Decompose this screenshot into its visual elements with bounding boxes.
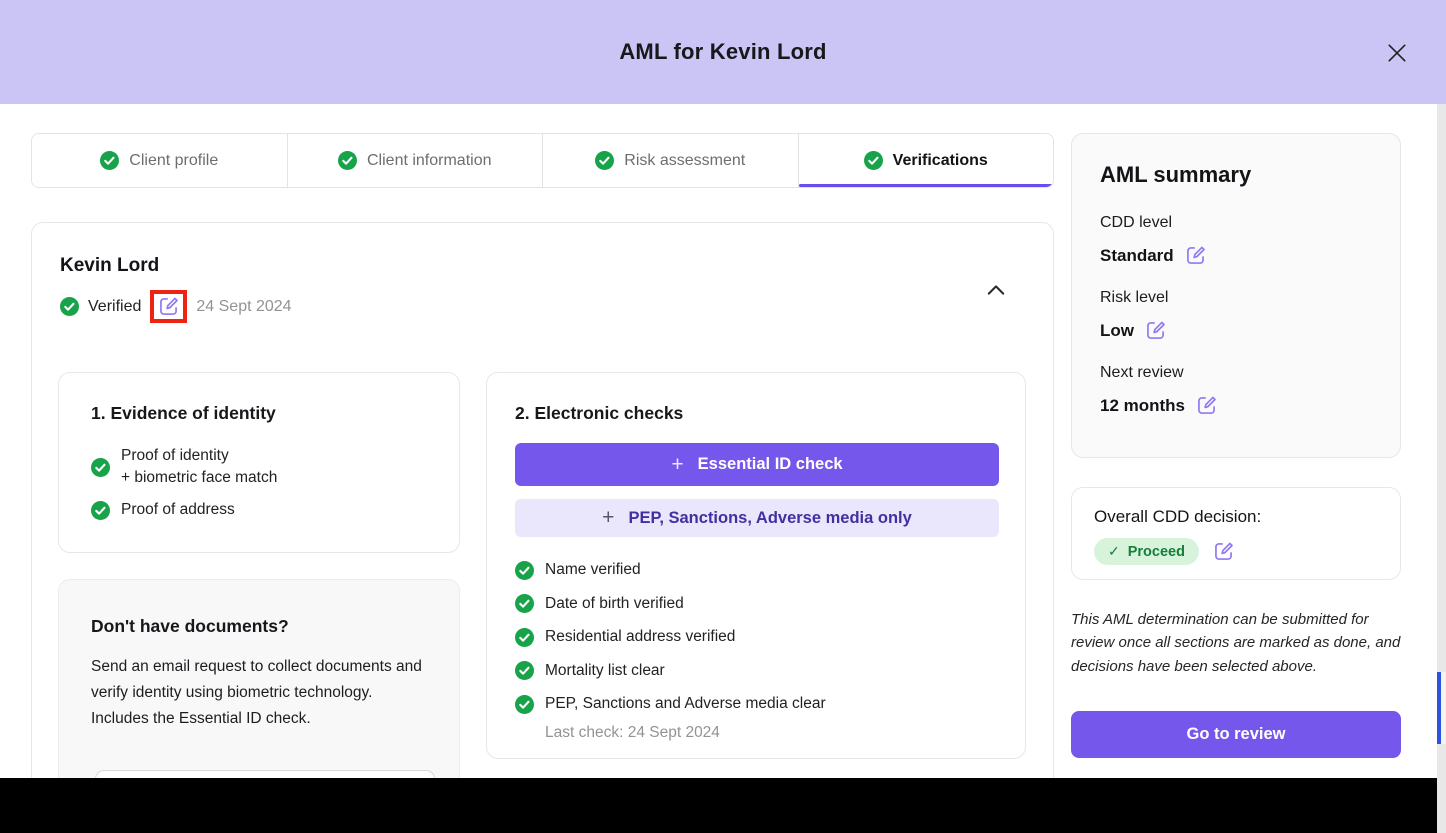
pep-sanctions-button[interactable]: + PEP, Sanctions, Adverse media only	[515, 499, 999, 537]
check-label: Name verified	[545, 561, 641, 578]
electronic-checks-card: 2. Electronic checks + Essential ID chec…	[486, 372, 1026, 759]
last-check-date: Last check: 24 Sept 2024	[545, 723, 720, 741]
edit-risk-level-button[interactable]	[1145, 320, 1166, 341]
cdd-level-label: CDD level	[1100, 214, 1173, 231]
evidence-list: Proof of identity + biometric face match…	[91, 445, 277, 521]
check-label: PEP, Sanctions and Adverse media clear	[545, 695, 826, 712]
submission-note: This AML determination can be submitted …	[1071, 611, 1401, 675]
list-item: Name verified	[515, 559, 826, 581]
risk-level-row: Low	[1100, 320, 1372, 341]
modal-header: AML for Kevin Lord	[0, 0, 1446, 104]
check-label: Date of birth verified	[545, 594, 684, 612]
plus-icon: +	[602, 506, 615, 529]
risk-level-value: Low	[1100, 320, 1134, 340]
collapse-section-button[interactable]	[983, 279, 1009, 301]
edit-icon	[1186, 246, 1205, 264]
check-circle-icon	[515, 594, 534, 613]
tab-label: Client information	[367, 151, 492, 169]
verified-status-label: Verified	[88, 297, 142, 315]
edit-icon	[1215, 542, 1233, 560]
check-circle-icon	[100, 151, 120, 170]
evidence-item-label: Proof of identity	[121, 447, 229, 464]
next-review-value: 12 months	[1100, 395, 1186, 415]
verifications-panel: Kevin Lord Verified 24 Sept 2024 1. Evid…	[31, 222, 1054, 833]
no-documents-title: Don't have documents?	[91, 616, 289, 636]
list-item: Proof of address	[91, 499, 277, 521]
highlight-box	[150, 290, 188, 323]
proceed-badge-label: Proceed	[1127, 543, 1185, 560]
edit-icon	[160, 297, 179, 315]
verified-date: 24 Sept 2024	[196, 297, 292, 315]
list-item: PEP, Sanctions and Adverse media clear	[515, 693, 826, 715]
edit-next-review-button[interactable]	[1196, 395, 1217, 416]
edit-cdd-level-button[interactable]	[1185, 245, 1206, 266]
list-item: Date of birth verified	[515, 593, 826, 615]
risk-level-label: Risk level	[1100, 289, 1169, 306]
proceed-badge: ✓ Proceed	[1094, 538, 1199, 565]
essential-id-check-label: Essential ID check	[697, 455, 843, 473]
tab-client-profile[interactable]: Client profile	[32, 134, 288, 187]
aml-summary-card: AML summary CDD level Standard Risk leve…	[1071, 133, 1401, 458]
no-documents-body: Send an email request to collect documen…	[91, 658, 422, 728]
overall-cdd-decision-label: Overall CDD decision:	[1094, 507, 1262, 526]
electronic-card-title: 2. Electronic checks	[515, 403, 684, 423]
tab-client-information[interactable]: Client information	[287, 134, 543, 187]
essential-id-check-button[interactable]: + Essential ID check	[515, 443, 999, 486]
check-circle-icon	[515, 694, 534, 714]
check-circle-icon	[863, 151, 883, 170]
check-circle-icon	[515, 661, 534, 680]
list-item: Proof of identity + biometric face match	[91, 445, 277, 489]
check-circle-icon	[91, 457, 110, 477]
plus-icon: +	[671, 452, 684, 476]
tab-label: Client profile	[129, 151, 219, 169]
edit-icon	[1198, 396, 1216, 414]
aml-summary-title: AML summary	[1100, 162, 1252, 187]
modal-title: AML for Kevin Lord	[619, 39, 827, 64]
scrollbar-track[interactable]	[1437, 104, 1446, 833]
evidence-item-label: Proof of address	[121, 501, 235, 518]
edit-icon	[1147, 321, 1165, 339]
overall-cdd-decision-card: Overall CDD decision: ✓ Proceed	[1071, 487, 1401, 580]
check-circle-icon	[515, 560, 534, 580]
electronic-checks-list: Name verified Date of birth verified Res…	[515, 559, 826, 742]
chevron-up-icon	[987, 285, 1005, 295]
close-button[interactable]	[1382, 38, 1412, 68]
verified-status-row: Verified 24 Sept 2024	[60, 290, 292, 323]
pep-sanctions-label: PEP, Sanctions, Adverse media only	[628, 508, 912, 527]
client-name: Kevin Lord	[60, 255, 160, 276]
tab-verifications[interactable]: Verifications	[798, 134, 1053, 187]
edit-verified-button[interactable]	[158, 296, 179, 317]
tick-icon: ✓	[1108, 543, 1120, 559]
tab-bar: Client profile Client information Risk a…	[31, 133, 1054, 188]
next-review-label: Next review	[1100, 364, 1184, 381]
check-circle-icon	[595, 151, 615, 170]
cdd-level-value: Standard	[1100, 245, 1174, 265]
evidence-of-identity-card: 1. Evidence of identity Proof of identit…	[58, 372, 460, 553]
edit-decision-button[interactable]	[1213, 541, 1234, 562]
evidence-item-sublabel: + biometric face match	[121, 469, 278, 486]
cdd-level-row: Standard	[1100, 245, 1372, 266]
close-icon	[1388, 44, 1406, 62]
list-item: Mortality list clear	[515, 660, 826, 682]
check-label: Mortality list clear	[545, 661, 665, 679]
scrollbar-thumb[interactable]	[1437, 672, 1446, 744]
evidence-card-title: 1. Evidence of identity	[91, 403, 276, 423]
check-circle-icon	[338, 151, 357, 170]
next-review-row: 12 months	[1100, 395, 1372, 416]
check-label: Residential address verified	[545, 628, 736, 645]
tab-risk-assessment[interactable]: Risk assessment	[543, 134, 799, 187]
check-circle-icon	[60, 297, 79, 316]
check-circle-icon	[515, 627, 534, 647]
list-item: Residential address verified	[515, 626, 826, 648]
decision-row: ✓ Proceed	[1094, 538, 1378, 565]
go-to-review-button[interactable]: Go to review	[1071, 711, 1401, 758]
check-circle-icon	[91, 500, 110, 520]
tab-label: Verifications	[892, 151, 988, 169]
tab-label: Risk assessment	[624, 151, 746, 169]
bottom-black-bar	[0, 778, 1437, 833]
